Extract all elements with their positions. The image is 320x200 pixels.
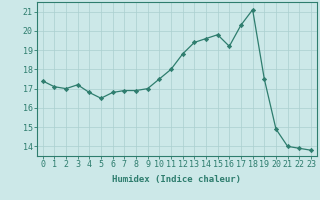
X-axis label: Humidex (Indice chaleur): Humidex (Indice chaleur)	[112, 175, 241, 184]
